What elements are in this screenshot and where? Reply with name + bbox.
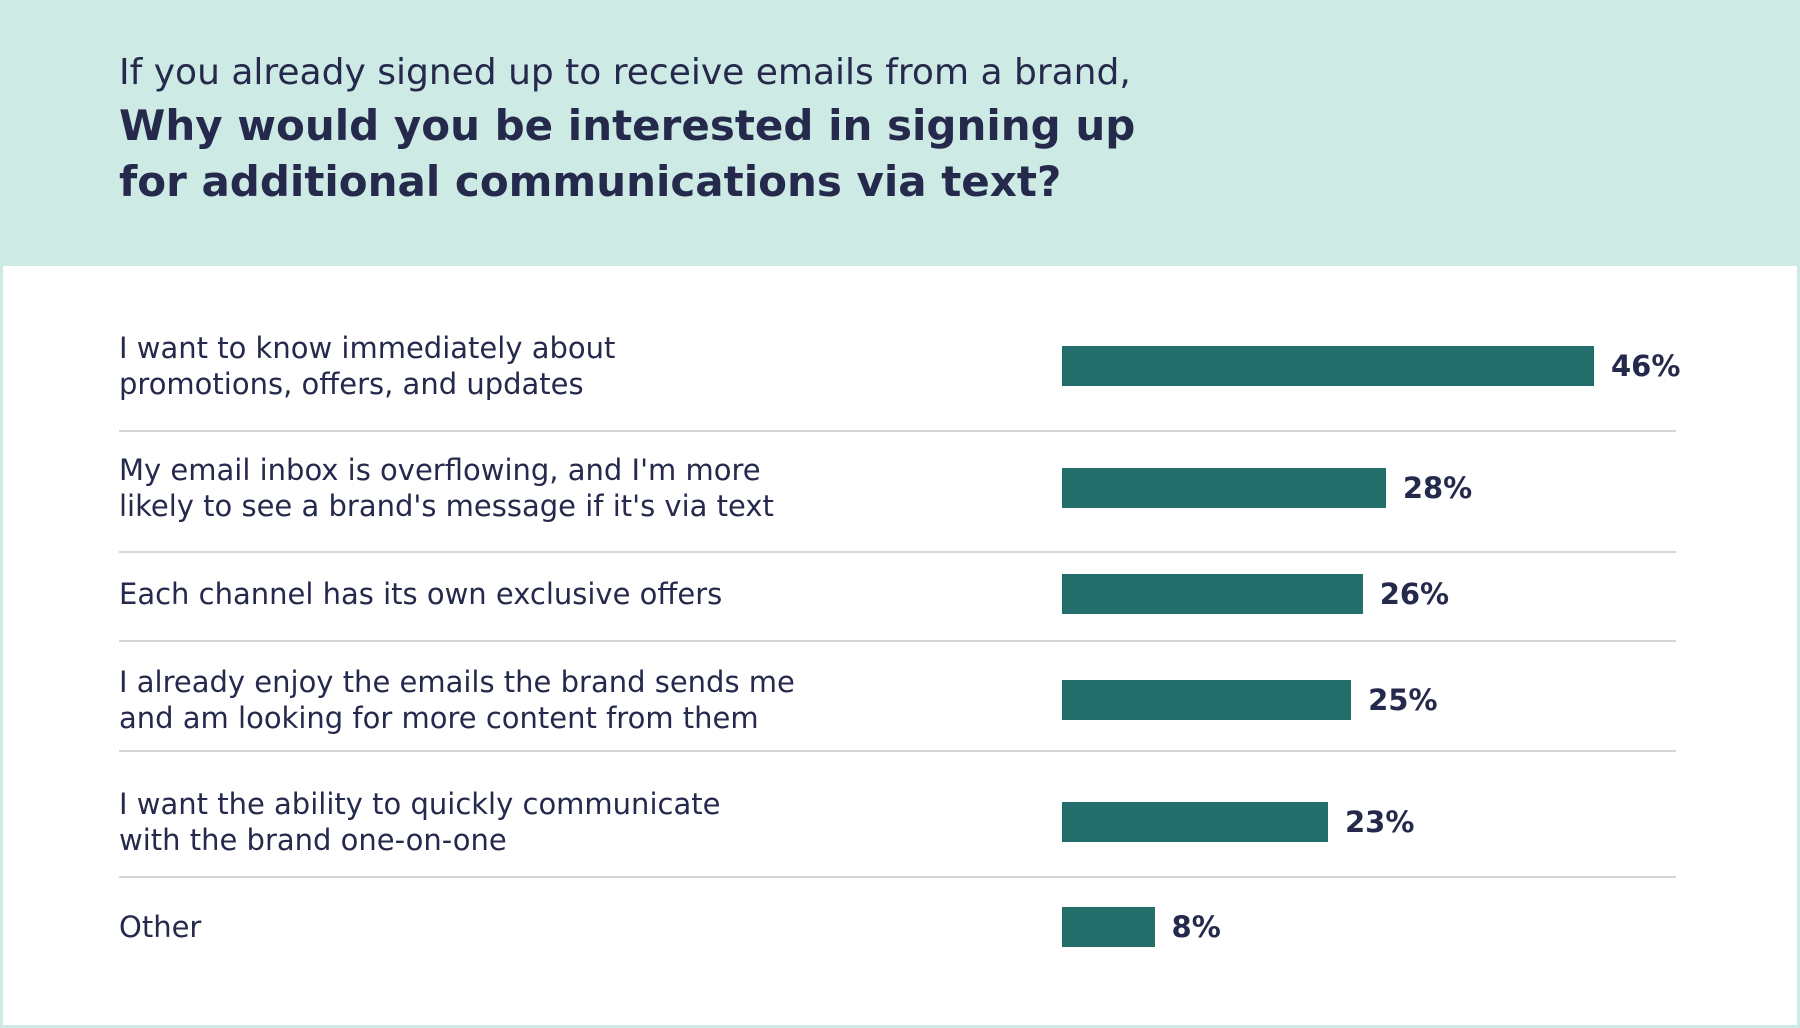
data-label: 28% (1402, 471, 1473, 505)
data-label: 25% (1368, 683, 1438, 717)
bar (1062, 802, 1328, 842)
chart-subtitle: If you already signed up to receive emai… (119, 52, 1131, 93)
category-label: My email inbox is overflowing, and I'm m… (119, 453, 774, 523)
data-label: 26% (1379, 577, 1450, 611)
category-label: I want to know immediately about promoti… (119, 331, 616, 401)
bar (1062, 574, 1363, 614)
header-banner: If you already signed up to receive emai… (0, 0, 1800, 266)
bar (1062, 346, 1594, 386)
data-label: 46% (1611, 349, 1681, 383)
row-divider (119, 750, 1676, 752)
category-label: I already enjoy the emails the brand sen… (119, 665, 795, 735)
category-label: Other (119, 910, 202, 944)
row-divider (119, 876, 1676, 878)
category-label: I want the ability to quickly communicat… (119, 787, 721, 857)
category-label: Each channel has its own exclusive offer… (119, 577, 723, 611)
row-divider (119, 640, 1676, 642)
bar (1062, 680, 1352, 720)
data-label: 23% (1345, 805, 1415, 839)
chart-title: Why would you be interested in signing u… (119, 101, 1136, 206)
row-divider (119, 430, 1676, 432)
row-divider (119, 551, 1676, 553)
bar (1062, 468, 1386, 508)
bar (1062, 907, 1155, 947)
data-label: 8% (1171, 910, 1221, 944)
bar-chart: I want to know immediately about promoti… (0, 266, 1800, 1028)
